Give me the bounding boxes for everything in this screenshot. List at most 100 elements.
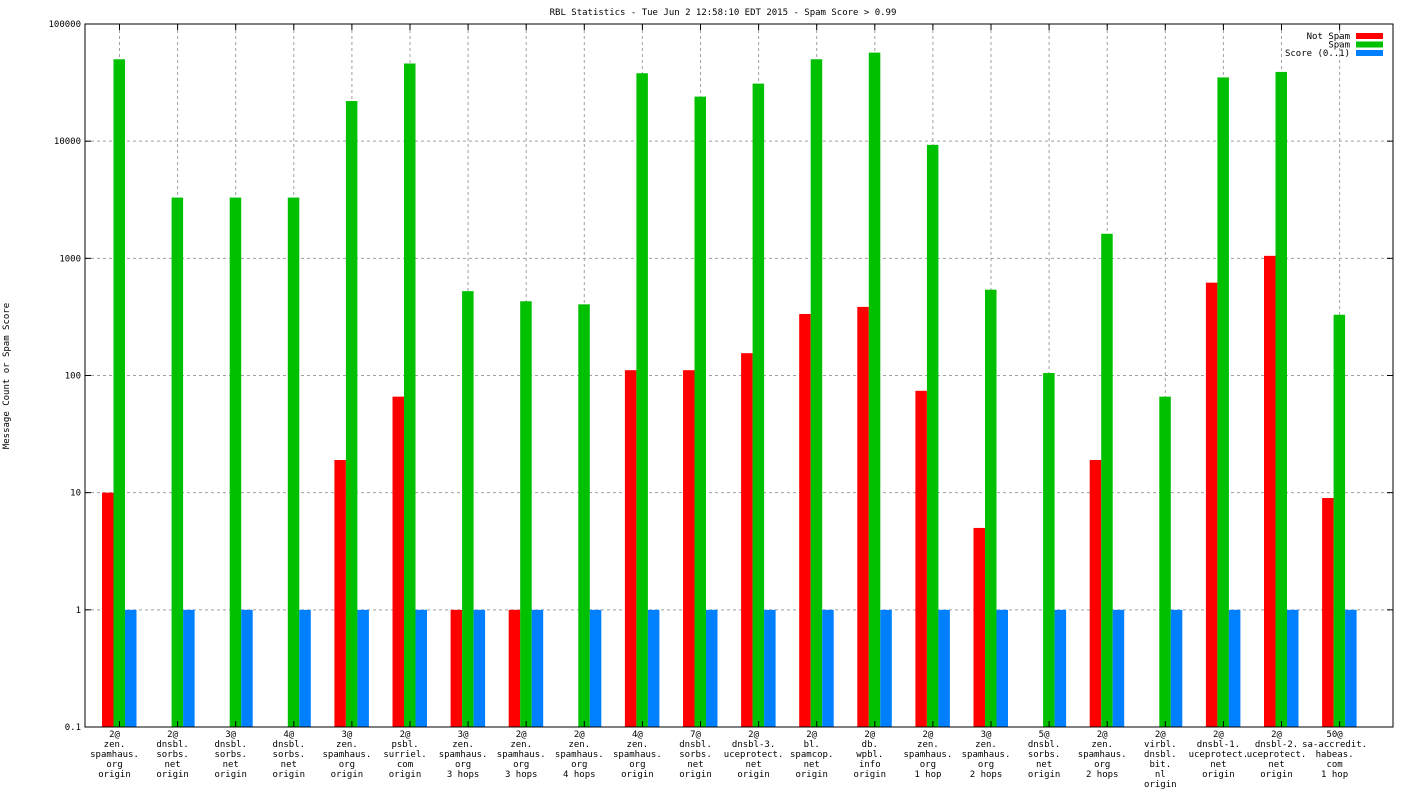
x-tick-label-line: org xyxy=(571,760,587,770)
x-tick-label-line: org xyxy=(920,760,936,770)
bar-spam xyxy=(1275,71,1287,728)
x-tick-label-line: dnsbl. xyxy=(1144,750,1177,760)
x-tick-label-line: spamcop. xyxy=(790,750,833,760)
x-tick-label-line: origin xyxy=(1144,780,1177,790)
x-tick-label-line: 2@ xyxy=(1097,730,1108,740)
x-tick-label-line: net xyxy=(687,760,703,770)
bar-score xyxy=(764,609,776,727)
x-tick-label-line: origin xyxy=(1028,770,1061,780)
x-tick-label-line: 5@ xyxy=(1039,730,1050,740)
x-tick-label-line: spamhaus. xyxy=(962,750,1011,760)
y-tick-label: 10000 xyxy=(54,137,81,147)
x-tick-label-line: habeas. xyxy=(1316,750,1354,760)
x-tick-label-line: sorbs. xyxy=(214,750,247,760)
legend-label: Spam xyxy=(1328,41,1350,51)
bar-spam xyxy=(171,197,184,727)
bar-spam xyxy=(1159,396,1171,727)
bar-spam xyxy=(345,101,358,727)
x-tick-label-line: origin xyxy=(621,770,654,780)
x-tick-label-line: zen. xyxy=(568,740,590,750)
x-tick-label-line: zen. xyxy=(917,740,939,750)
x-tick-label-line: sorbs. xyxy=(273,750,306,760)
bar-score xyxy=(125,609,137,727)
bar-not-spam xyxy=(1322,498,1334,727)
x-tick-label-line: 50@ xyxy=(1326,730,1343,740)
x-tick-label-line: 2 hops xyxy=(970,770,1003,780)
bar-score xyxy=(822,609,834,727)
bar-score xyxy=(880,609,892,727)
bar-score xyxy=(299,609,311,727)
x-tick-label-line: info xyxy=(859,760,881,770)
x-tick-label-line: spamhaus. xyxy=(497,750,546,760)
x-tick-label-line: origin xyxy=(98,770,131,780)
x-tick-label-line: 4 hops xyxy=(563,770,596,780)
x-tick-label-line: net xyxy=(1036,760,1052,770)
x-tick-label-line: dnsbl. xyxy=(214,740,247,750)
x-tick-label-line: 2@ xyxy=(864,730,875,740)
x-tick-label-line: origin xyxy=(273,770,306,780)
x-tick-label-line: 3@ xyxy=(341,730,352,740)
x-tick-label-line: origin xyxy=(795,770,828,780)
y-axis-label: Message Count or Spam Score xyxy=(2,303,12,449)
x-tick-label-line: 2@ xyxy=(167,730,178,740)
bars xyxy=(102,52,1357,728)
bar-not-spam xyxy=(857,306,869,727)
x-tick-label-line: dnsbl-2. xyxy=(1255,740,1298,750)
legend-swatch xyxy=(1356,41,1383,48)
x-tick-label-line: org xyxy=(513,760,529,770)
bar-score xyxy=(357,609,369,727)
x-tick-label-line: dnsbl-1. xyxy=(1197,740,1240,750)
x-tick-label-line: spamhaus. xyxy=(90,750,139,760)
bar-not-spam xyxy=(508,609,521,727)
x-tick-label-line: bit. xyxy=(1149,760,1171,770)
bar-not-spam xyxy=(334,460,346,727)
x-tick-label-line: 7@ xyxy=(690,730,701,740)
bar-not-spam xyxy=(973,527,985,727)
bar-spam xyxy=(694,96,706,727)
x-tick-label-line: nl xyxy=(1155,770,1166,780)
x-tick-label-line: wpbl. xyxy=(856,750,883,760)
bar-spam xyxy=(578,304,590,727)
x-tick-label-line: 2@ xyxy=(806,730,817,740)
x-tick-label-line: org xyxy=(339,760,355,770)
x-tick-label-line: 2@ xyxy=(1271,730,1282,740)
x-tick-label-line: org xyxy=(978,760,994,770)
x-tick-label-line: dnsbl-3. xyxy=(732,740,775,750)
x-tick-label-line: sa-accredit. xyxy=(1302,740,1367,750)
bar-spam xyxy=(1101,233,1113,727)
x-tick-label-line: origin xyxy=(156,770,189,780)
bar-score xyxy=(589,609,602,727)
x-tick-label-line: net xyxy=(1268,760,1284,770)
bar-not-spam xyxy=(624,370,637,727)
x-tick-label-line: 4@ xyxy=(632,730,643,740)
x-tick-label-line: spamhaus. xyxy=(439,750,488,760)
bar-spam xyxy=(1217,77,1229,727)
bar-not-spam xyxy=(683,370,695,727)
x-tick-label-line: 2@ xyxy=(109,730,120,740)
bar-not-spam xyxy=(915,390,927,727)
x-tick-label-line: net xyxy=(745,760,761,770)
gridlines xyxy=(85,24,1393,727)
x-tick-label-line: zen. xyxy=(452,740,474,750)
x-tick-label-line: zen. xyxy=(975,740,997,750)
bar-spam xyxy=(462,291,474,727)
x-tick-label-line: origin xyxy=(679,770,712,780)
x-tick-label-line: dnsbl. xyxy=(1028,740,1061,750)
x-tick-label-line: zen. xyxy=(1091,740,1113,750)
x-tick-label-line: zen. xyxy=(104,740,126,750)
legend-swatch xyxy=(1356,33,1383,39)
